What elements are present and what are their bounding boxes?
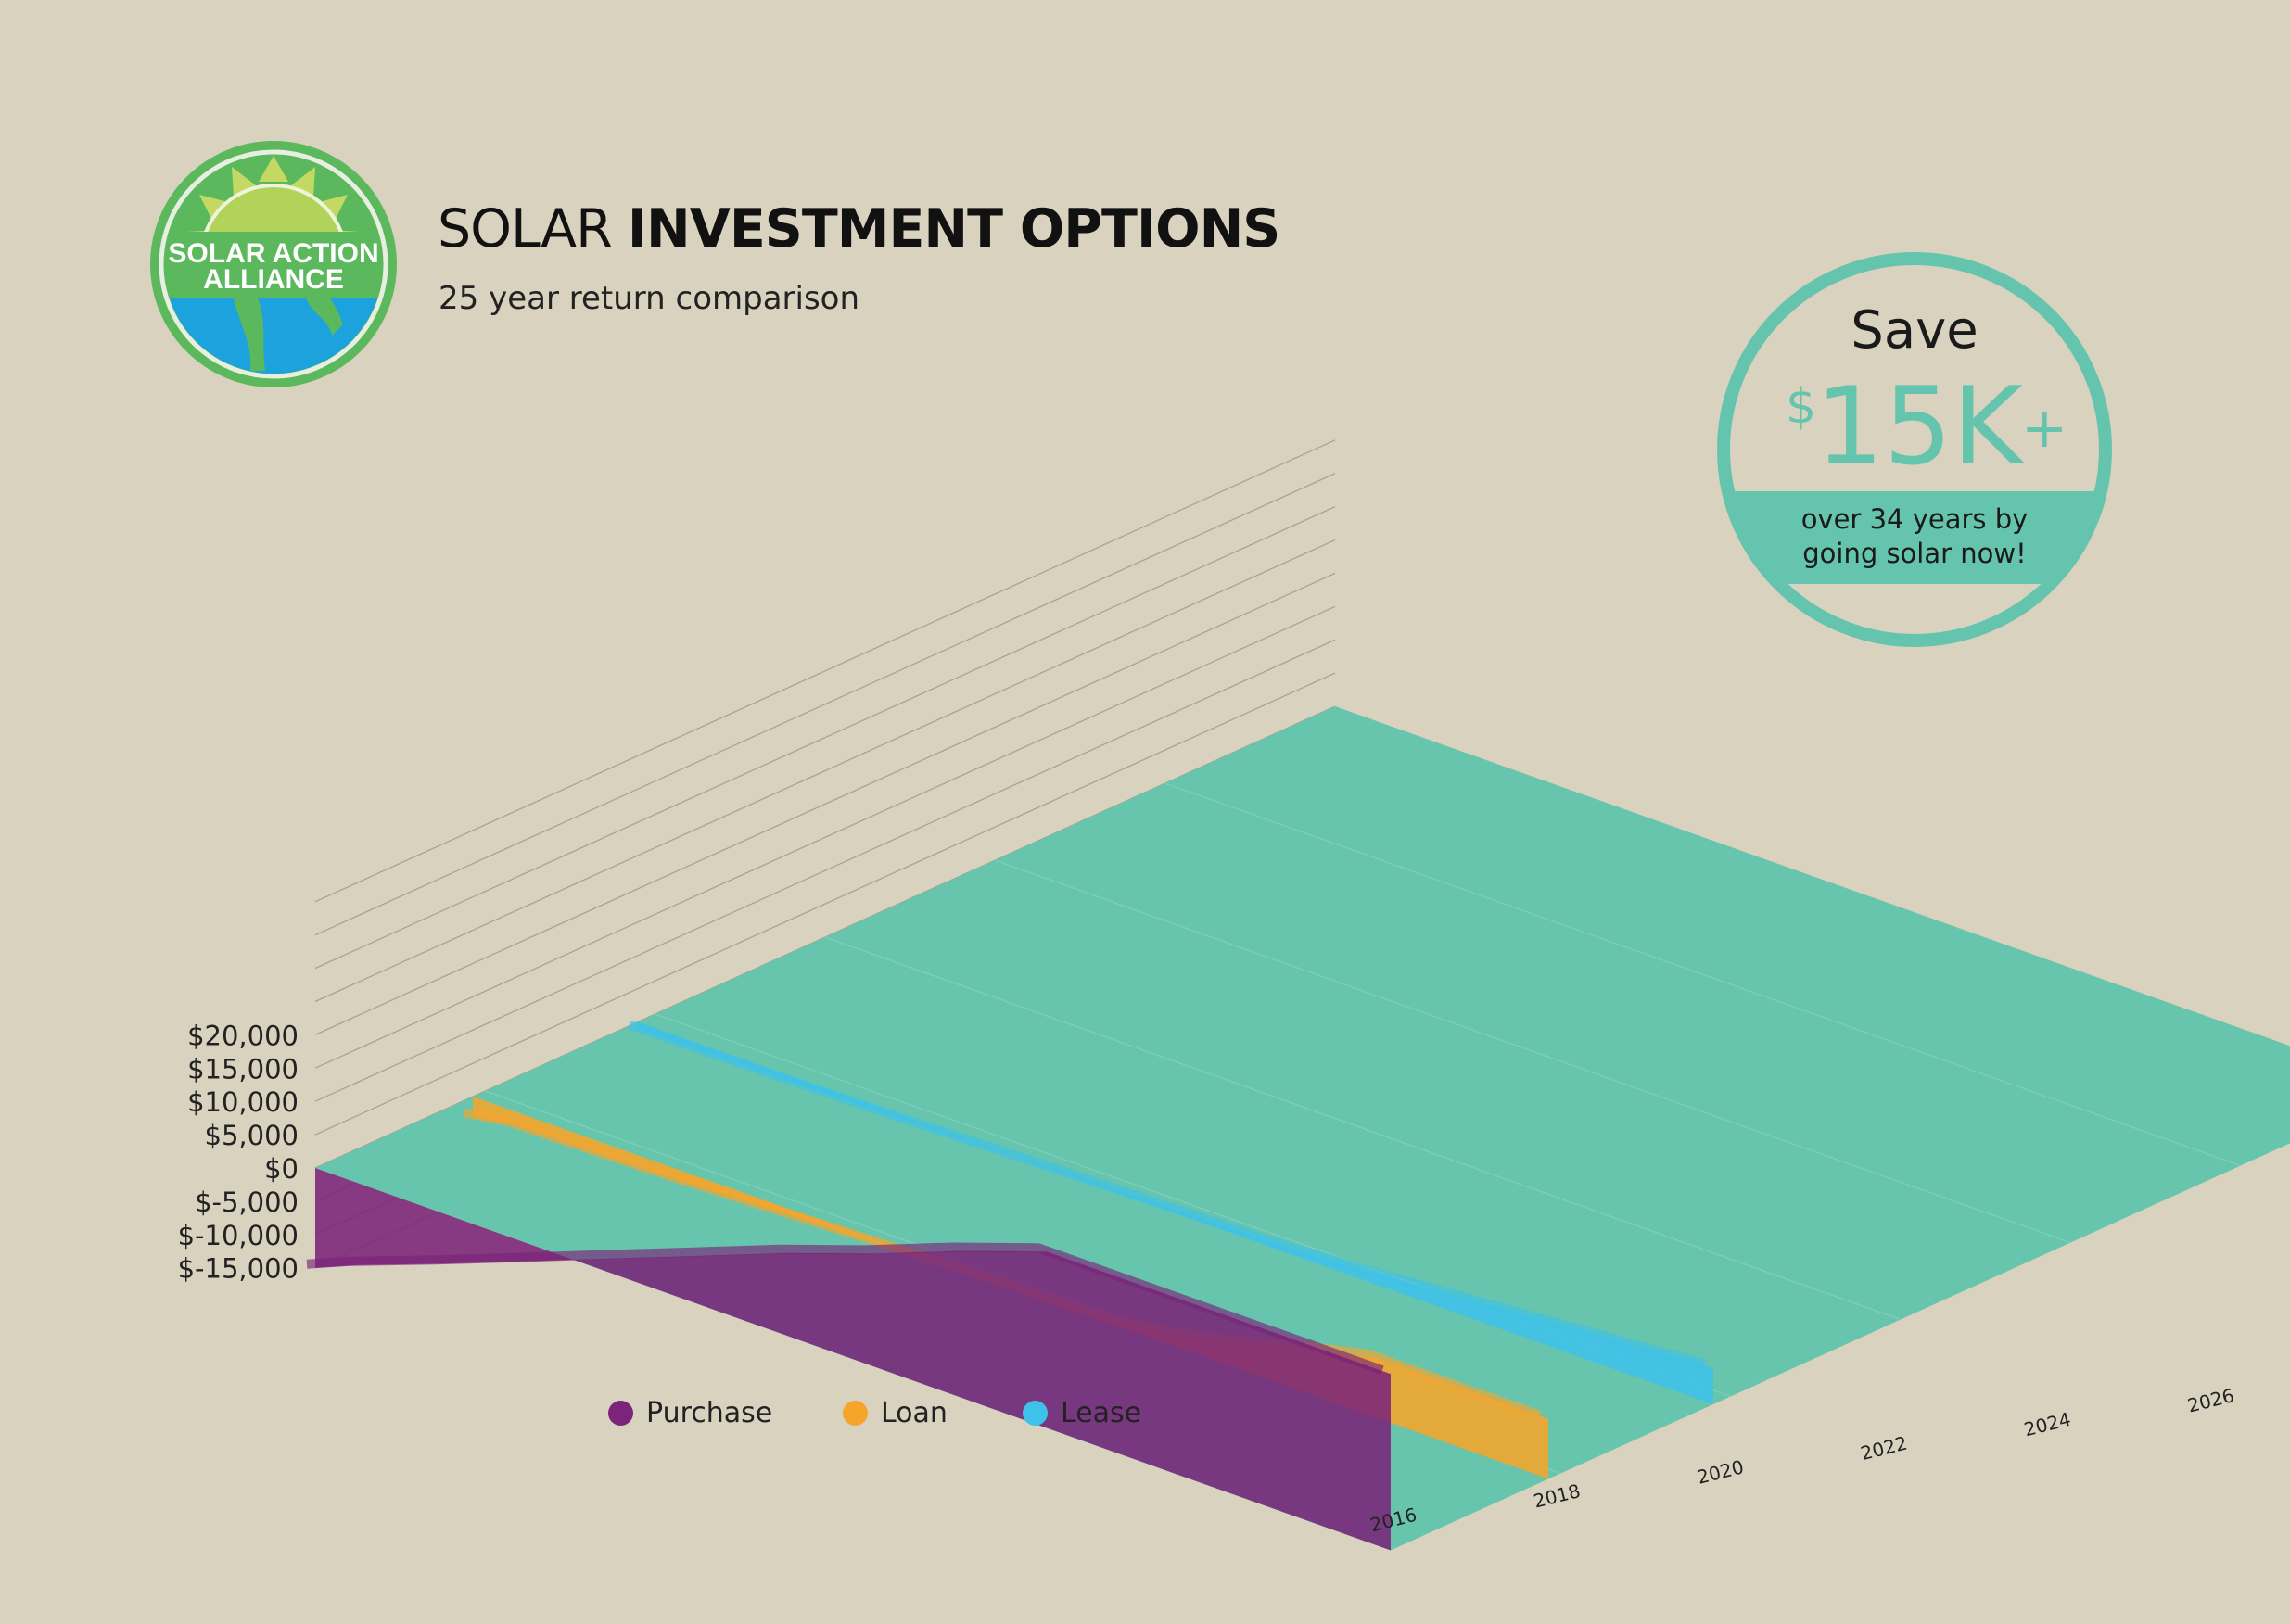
y-gridline bbox=[314, 439, 1336, 903]
legend-item-purchase: Purchase bbox=[608, 1394, 772, 1431]
y-gridline bbox=[314, 605, 1336, 1069]
legend-swatch-purchase bbox=[608, 1400, 633, 1426]
legend-label-loan: Loan bbox=[881, 1396, 948, 1429]
x-tick-label: 2024 bbox=[2022, 1408, 2073, 1441]
y-axis-labels: $20,000$15,000$10,000$5,000$0$-5,000$-10… bbox=[178, 1020, 299, 1284]
series-edge-purchase bbox=[306, 1242, 1384, 1375]
y-tick-label: $-15,000 bbox=[178, 1253, 299, 1285]
y-gridline bbox=[314, 639, 1336, 1102]
legend-label-purchase: Purchase bbox=[646, 1396, 773, 1429]
legend-item-lease: Lease bbox=[1023, 1394, 1141, 1431]
badge-line1: over 34 years by bbox=[1801, 503, 2029, 535]
legend-swatch-loan bbox=[843, 1400, 868, 1426]
x-tick-label: 2018 bbox=[1532, 1479, 1583, 1513]
y-gridline bbox=[314, 572, 1336, 1035]
savings-badge: Save $ 15K + over 34 years by going sola… bbox=[1717, 252, 2112, 647]
x-tick-label: 2022 bbox=[1858, 1432, 1909, 1465]
series-area-loan bbox=[473, 1097, 1549, 1479]
legend-swatch-lease bbox=[1023, 1400, 1048, 1426]
badge-currency: $ bbox=[1786, 379, 1816, 435]
series-edge-lease bbox=[628, 1020, 1707, 1369]
y-tick-label: $0 bbox=[264, 1153, 299, 1185]
zero-plane-line bbox=[995, 859, 2071, 1244]
solar-action-alliance-logo: SOLAR ACTION ALLIANCE bbox=[150, 141, 397, 387]
logo-text-line2: ALLIANCE bbox=[203, 264, 344, 295]
y-tick-label: $-10,000 bbox=[178, 1220, 299, 1251]
y-tick-label: $15,000 bbox=[187, 1053, 299, 1085]
series-area-purchase bbox=[315, 1168, 1391, 1551]
y-tick-label: $-5,000 bbox=[195, 1186, 299, 1218]
logo-text-line1: SOLAR ACTION bbox=[168, 238, 378, 269]
x-tick-label: 2020 bbox=[1695, 1455, 1746, 1489]
series-group bbox=[306, 1020, 1713, 1551]
y-gridline bbox=[314, 506, 1336, 970]
legend-label-lease: Lease bbox=[1061, 1396, 1142, 1429]
y-gridline bbox=[314, 473, 1336, 936]
legend-item-loan: Loan bbox=[843, 1394, 948, 1431]
title-bold: INVESTMENT OPTIONS bbox=[627, 198, 1281, 260]
page-title: SOLAR INVESTMENT OPTIONS bbox=[438, 198, 1281, 260]
y-tick-label: $20,000 bbox=[187, 1020, 299, 1051]
page-subtitle: 25 year return comparison bbox=[439, 280, 860, 317]
badge-line2: going solar now! bbox=[1802, 538, 2027, 569]
zero-plane-line bbox=[824, 936, 1902, 1321]
y-gridline bbox=[314, 672, 1336, 1136]
badge-amount: 15K bbox=[1815, 364, 2026, 489]
badge-save-label: Save bbox=[1851, 300, 1978, 361]
y-tick-label: $5,000 bbox=[205, 1120, 299, 1151]
y-tick-label: $10,000 bbox=[187, 1086, 299, 1118]
zero-plane-line bbox=[1164, 782, 2241, 1167]
y-gridline bbox=[314, 539, 1336, 1003]
title-light: SOLAR bbox=[438, 198, 613, 260]
badge-plus: + bbox=[2021, 396, 2067, 461]
x-tick-label: 2026 bbox=[2185, 1384, 2236, 1417]
